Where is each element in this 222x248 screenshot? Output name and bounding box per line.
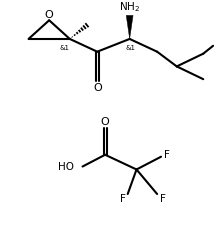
Text: F: F	[120, 194, 126, 204]
Text: NH$_2$: NH$_2$	[119, 1, 140, 14]
Text: F: F	[164, 150, 170, 160]
Text: O: O	[93, 83, 102, 93]
Text: &1: &1	[60, 45, 70, 51]
Polygon shape	[126, 15, 133, 39]
Text: O: O	[101, 117, 109, 127]
Text: HO: HO	[58, 161, 74, 172]
Text: F: F	[160, 194, 166, 204]
Text: &1: &1	[126, 45, 136, 51]
Text: O: O	[45, 10, 54, 20]
